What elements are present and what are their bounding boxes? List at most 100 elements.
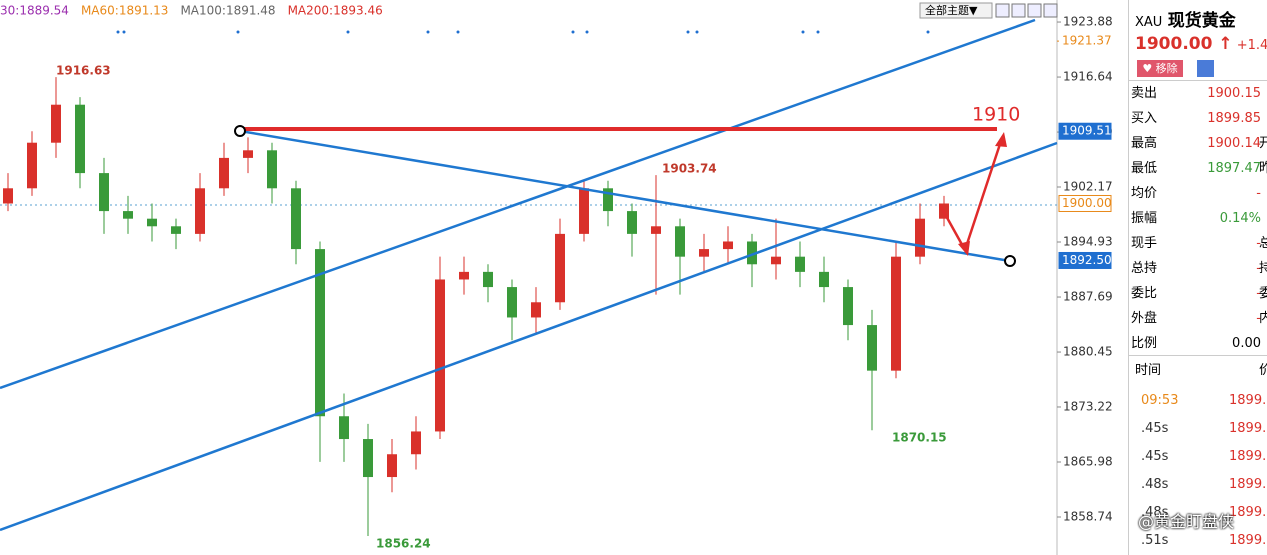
row-value: 1899.85 [1207,111,1261,126]
candle-body [651,226,661,234]
remove-label[interactable]: 移除 [1155,62,1178,75]
y-tick-label: 1894.93 [1063,235,1113,249]
annotation: 1870.15 [892,431,947,445]
row-value: 1900.15 [1207,86,1261,101]
quote-row: 现手 -总 [1131,231,1267,256]
y-tick-label: 1873.22 [1063,399,1113,413]
candle-body [627,211,637,234]
channel-lower [0,141,1058,532]
price-tag-box [1058,122,1112,140]
change: +1.49 [1236,38,1267,53]
tick-row: .48s 1899.8 [1131,500,1267,525]
row-extra: 委 [1259,281,1267,306]
arrow-head [995,132,1007,147]
row-label: 最低 [1131,161,1158,176]
candle-body [723,241,733,250]
candle-body [603,188,613,212]
tick-row: .45s 1899.8 [1131,416,1267,441]
divider [1129,80,1267,81]
candle-body [435,279,445,432]
price-tag-label: 1921.37 [1062,34,1112,48]
price-tag-label: 1900.00 [1062,196,1112,210]
tick-time: 09:53 [1141,393,1179,408]
chart: 1910 1916.63 1903.74 1856.24 1870.15 30:… [0,0,1113,555]
y-tick-label: 1916.64 [1063,70,1113,84]
quote-row: 买入 1899.85 [1131,106,1267,131]
price-tag-box [1058,251,1112,269]
symbol: XAU [1135,15,1163,30]
anchor [234,125,246,137]
row-value: - [1256,286,1261,301]
candle-body [27,142,37,189]
price-tag-box [1058,194,1112,212]
candle-body [891,256,901,371]
row-value: 0.00 [1232,336,1261,351]
tick-price: 1899.8 [1229,505,1267,520]
remove-button[interactable]: ♥ 移除 [1137,60,1183,77]
theme-button-label[interactable]: 全部主题▼ [925,3,978,17]
row-label: 总持 [1131,261,1158,276]
quote-row: 最高 1900.14开 [1131,131,1267,156]
quote-row: 卖出 1900.15 [1131,81,1267,106]
y-tick-label: 1858.74 [1063,510,1113,524]
quote-row: 比例 0.00 [1131,331,1267,356]
candle-body [339,416,349,440]
quote-row: 外盘 -内 [1131,306,1267,331]
alert-button[interactable] [1197,60,1214,77]
candle-body [75,104,85,174]
row-label: 委比 [1131,286,1158,301]
candle-body [3,188,13,204]
row-label: 买入 [1131,111,1158,126]
divider [1129,355,1267,356]
quote-row: 委比 -委 [1131,281,1267,306]
row-value: - [1256,186,1261,201]
row-extra: 总 [1259,231,1267,256]
instrument-name: 现货黄金 [1167,11,1236,31]
quote-row: 振幅 0.14% [1131,206,1267,231]
ma-label: MA100:1891.48 [180,4,275,18]
candle-body [99,173,109,212]
candle-body [195,188,205,234]
tick-row: .48s 1899.8 [1131,472,1267,497]
candle-body [387,454,397,478]
candle-body [579,188,589,234]
tick-row: .51s 1899.8 [1131,528,1267,553]
candle-body [747,241,757,265]
row-label: 均价 [1131,186,1158,201]
row-value: 1897.47 [1207,161,1261,176]
row-value: 0.14% [1219,211,1261,226]
candle-body [915,218,925,257]
row-extra: 持 [1259,256,1267,281]
quote-price-row: 1900.00 ↑ +1.49 [1135,34,1267,54]
toolbar: 30:1889.54 MA60:1891.13 MA100:1891.48 MA200… [0,4,383,18]
quote-panel: XAU 现货黄金 1900.00 ↑ +1.49 ♥ 移除 卖出 1900.15 买… [1128,0,1267,555]
y-tick-label: 1865.98 [1063,454,1113,468]
anchor [1004,255,1016,267]
target-label: 1910 [972,104,1020,126]
annotation: 1903.74 [662,162,717,176]
tick-time: .45s [1141,449,1169,464]
quote-title: XAU 现货黄金 [1135,6,1236,31]
candle-body [291,188,301,250]
tick-price: 1899.8 [1229,421,1267,436]
quote-row: 总持 -持 [1131,256,1267,281]
trendline-down [239,129,1011,263]
y-tick-label: 1923.88 [1063,15,1113,29]
tick-price: 1899.8 [1229,393,1267,408]
row-value: - [1256,236,1261,251]
candle-body [531,302,541,318]
theme-button[interactable] [919,2,993,19]
candle-body [147,218,157,227]
candle-body [699,249,709,257]
y-tick-label: 1887.69 [1063,290,1113,304]
candle-body [315,249,325,417]
candle-body [51,104,61,143]
row-extra: 昨 [1259,156,1267,181]
dots [116,30,930,34]
candle-body [507,287,517,318]
candles [3,77,949,537]
tick-time: .48s [1141,505,1169,520]
col-label: 价格 [1259,358,1267,383]
quote-row: 最低 1897.47昨 [1131,156,1267,181]
